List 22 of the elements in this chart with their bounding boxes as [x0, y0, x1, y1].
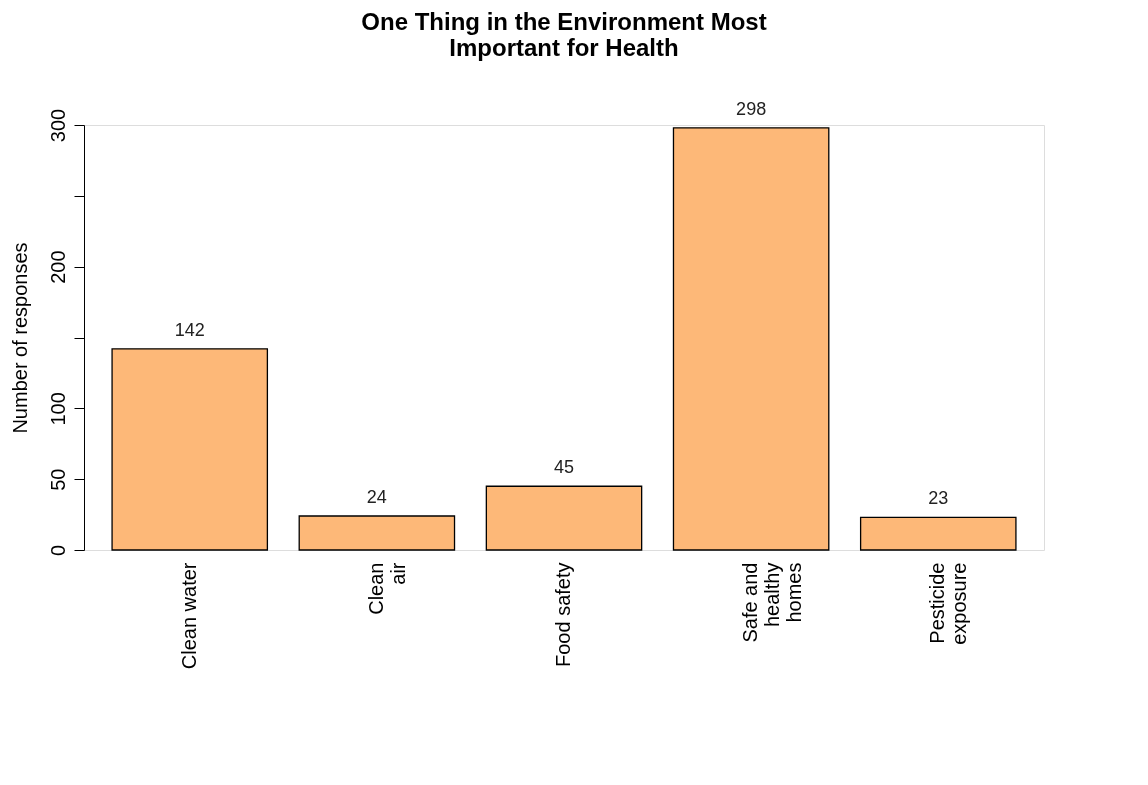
- bar: [859, 516, 1017, 551]
- bar: [111, 348, 269, 551]
- x-tick-label: Food safety: [552, 562, 574, 668]
- data-label: 24: [366, 487, 387, 507]
- y-axis-title: Number of responses: [8, 242, 31, 434]
- data-label: 298: [736, 98, 767, 119]
- y-tick-label: 0: [46, 544, 69, 557]
- bar: [485, 485, 643, 551]
- x-tick-label: Clean air: [364, 562, 409, 615]
- y-tick-label: 50: [46, 468, 69, 491]
- data-label: 142: [174, 319, 205, 340]
- data-label: 45: [553, 457, 575, 478]
- y-tick-label: 200: [46, 250, 69, 284]
- data-label: 23: [928, 488, 949, 509]
- bar: [672, 127, 830, 551]
- chart-title: One Thing in the Environment Most Important for Health: [361, 7, 767, 61]
- y-tick-label: 300: [46, 108, 69, 143]
- bar: [298, 515, 456, 551]
- x-tick-label: Safe and healthy homes: [739, 562, 806, 643]
- x-tick-label: Clean water: [177, 562, 200, 670]
- y-tick-label: 100: [46, 392, 69, 426]
- x-tick-label: Pesticide exposure: [926, 562, 971, 645]
